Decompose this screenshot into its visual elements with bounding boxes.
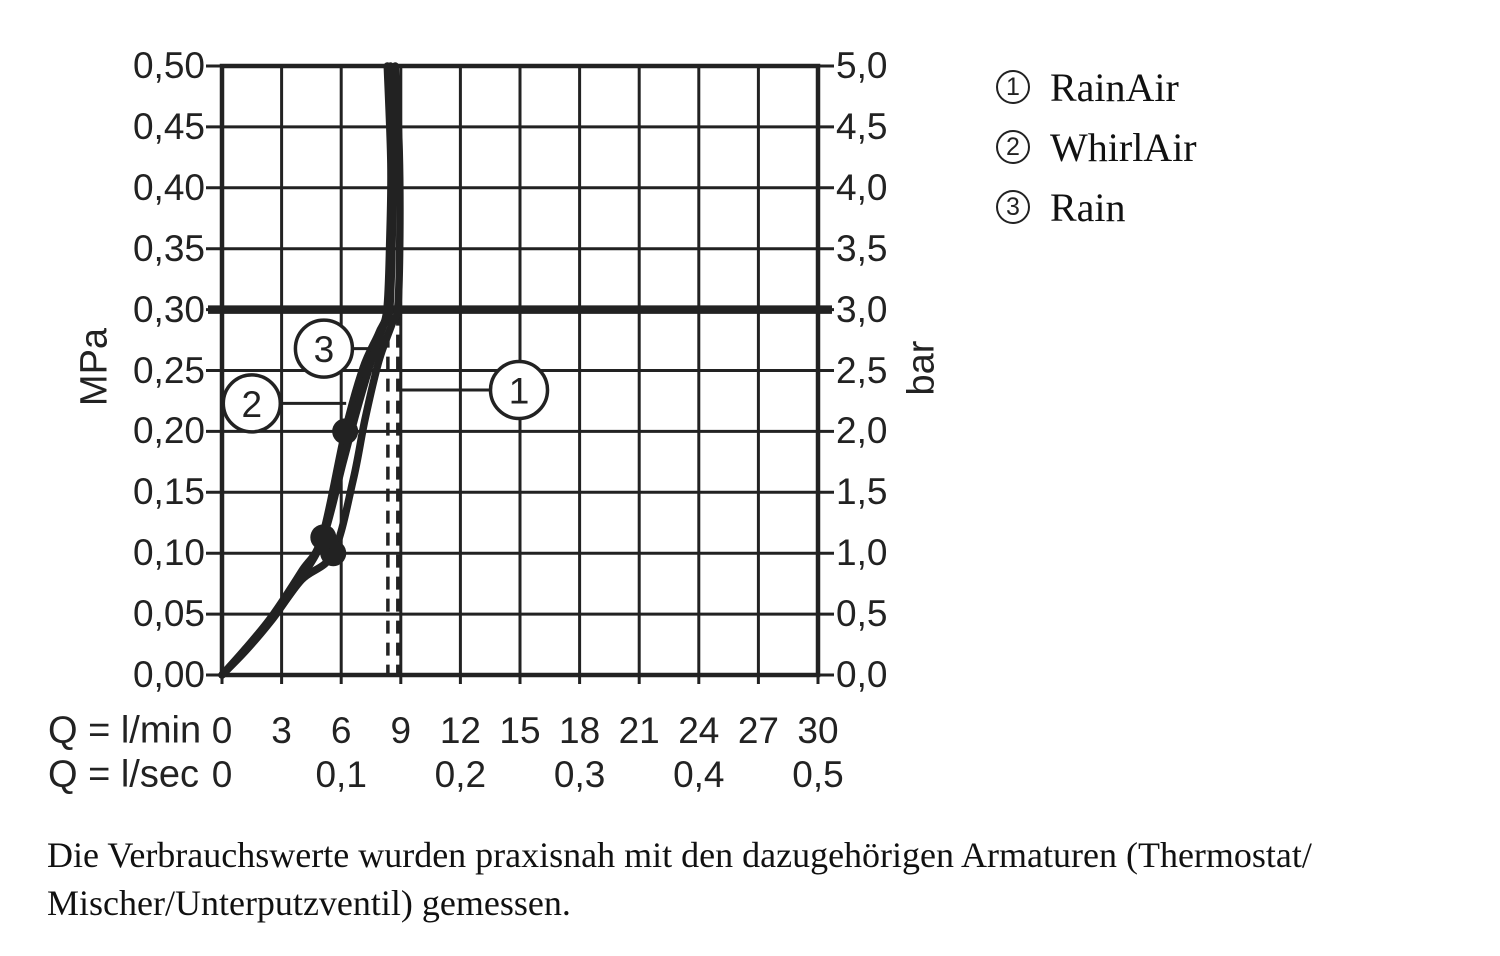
x-lsec-tick-0,3: 0,3 xyxy=(553,754,606,795)
y-left-tick-0,30: 0,30 xyxy=(132,288,205,330)
y-right-tick-4,0: 4,0 xyxy=(836,166,888,208)
x-lmin-tick-3: 3 xyxy=(271,710,292,751)
x-lmin-tick-27: 27 xyxy=(737,710,779,751)
x-lmin-tick-0: 0 xyxy=(211,710,233,751)
y-axis-left-unit: MPa xyxy=(73,327,116,407)
legend-item-whirlair: 2 WhirlAir xyxy=(996,122,1197,172)
callout-circle-3 xyxy=(293,318,355,379)
caption-line-2: Mischer/Unterputzventil) gemessen. xyxy=(47,883,571,923)
x-lmin-tick-12: 12 xyxy=(439,710,481,751)
x-lsec-tick-0: 0 xyxy=(211,754,233,795)
y-left-tick-0,25: 0,25 xyxy=(132,349,205,391)
x-lsec-tick-0,5: 0,5 xyxy=(792,754,844,795)
x-axis-label-lsec: Q = l/sec xyxy=(48,753,199,796)
axis-ticks xyxy=(206,64,834,684)
y-right-tick-0,5: 0,5 xyxy=(836,593,888,635)
y-right-tick-2,5: 2,5 xyxy=(836,349,888,391)
legend-number-1-icon: 1 xyxy=(996,70,1030,104)
y-right-tick-3,0: 3,0 xyxy=(836,288,888,330)
y-axis-right-unit: bar xyxy=(900,340,943,396)
x-lsec-tick-0,4: 0,4 xyxy=(673,754,725,795)
callout-circle-1 xyxy=(488,359,550,421)
y-right-tick-2,0: 2,0 xyxy=(836,410,888,452)
y-left-tick-0,50: 0,50 xyxy=(132,45,205,86)
y-left-tick-0,10: 0,10 xyxy=(132,532,205,574)
y-left-tick-0,35: 0,35 xyxy=(132,227,205,269)
x-lmin-tick-6: 6 xyxy=(330,710,352,751)
y-left-tick-0,45: 0,45 xyxy=(132,105,205,147)
y-right-tick-1,5: 1,5 xyxy=(836,471,888,513)
legend-label-rainair: RainAir xyxy=(1050,64,1179,110)
legend-item-rain: 3 Rain xyxy=(996,182,1197,232)
x-lmin-tick-30: 30 xyxy=(797,710,839,751)
x-axis-label-lmin: Q = l/min xyxy=(48,709,202,752)
y-right-tick-5,0: 5,0 xyxy=(836,45,888,86)
legend: 1 RainAir 2 WhirlAir 3 Rain xyxy=(996,62,1197,242)
curve-rain xyxy=(218,62,397,679)
y-right-tick-4,5: 4,5 xyxy=(836,105,888,147)
y-left-tick-0,05: 0,05 xyxy=(132,593,205,635)
legend-label-whirlair: WhirlAir xyxy=(1050,124,1197,170)
x-lmin-tick-15: 15 xyxy=(499,710,541,751)
x-lmin-tick-24: 24 xyxy=(678,710,720,751)
y-left-tick-0,15: 0,15 xyxy=(132,471,205,513)
caption-line-1: Die Verbrauchswerte wurden praxisnah mit… xyxy=(47,835,1312,875)
y-right-tick-0,0: 0,0 xyxy=(836,654,888,695)
callout-number-3: 3 xyxy=(314,329,335,370)
legend-number-3-icon: 3 xyxy=(996,190,1030,224)
x-lmin-tick-18: 18 xyxy=(559,710,601,751)
measure-dot-whirlair xyxy=(332,418,359,445)
y-left-tick-0,40: 0,40 xyxy=(132,166,205,208)
y-right-tick-1,0: 1,0 xyxy=(836,532,888,574)
y-right-tick-3,5: 3,5 xyxy=(836,227,888,269)
y-left-tick-0,00: 0,00 xyxy=(132,654,205,695)
x-lsec-tick-0,1: 0,1 xyxy=(315,754,367,795)
measure-dot-rain xyxy=(310,524,337,551)
x-lmin-tick-21: 21 xyxy=(618,710,660,751)
legend-label-rain: Rain xyxy=(1050,184,1126,230)
callout-number-2: 2 xyxy=(242,384,263,425)
callout-number-1: 1 xyxy=(509,370,530,411)
legend-item-rainair: 1 RainAir xyxy=(996,62,1197,112)
caption: Die Verbrauchswerte wurden praxisnah mit… xyxy=(47,831,1467,927)
callout-circle-2 xyxy=(221,373,283,434)
y-left-tick-0,20: 0,20 xyxy=(132,410,205,452)
x-lmin-tick-9: 9 xyxy=(390,710,412,751)
legend-number-2-icon: 2 xyxy=(996,130,1030,164)
x-lsec-tick-0,2: 0,2 xyxy=(434,754,487,795)
